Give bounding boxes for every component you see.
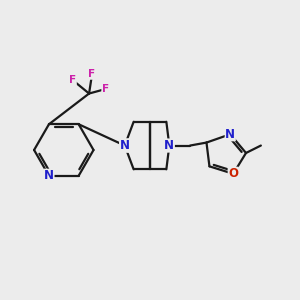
Text: N: N: [120, 139, 130, 152]
Text: O: O: [228, 167, 238, 180]
Text: F: F: [88, 69, 96, 79]
Text: F: F: [69, 75, 76, 85]
Text: F: F: [102, 84, 109, 94]
Text: N: N: [164, 139, 174, 152]
Text: N: N: [225, 128, 235, 141]
Text: N: N: [120, 139, 130, 152]
Text: N: N: [44, 169, 54, 182]
